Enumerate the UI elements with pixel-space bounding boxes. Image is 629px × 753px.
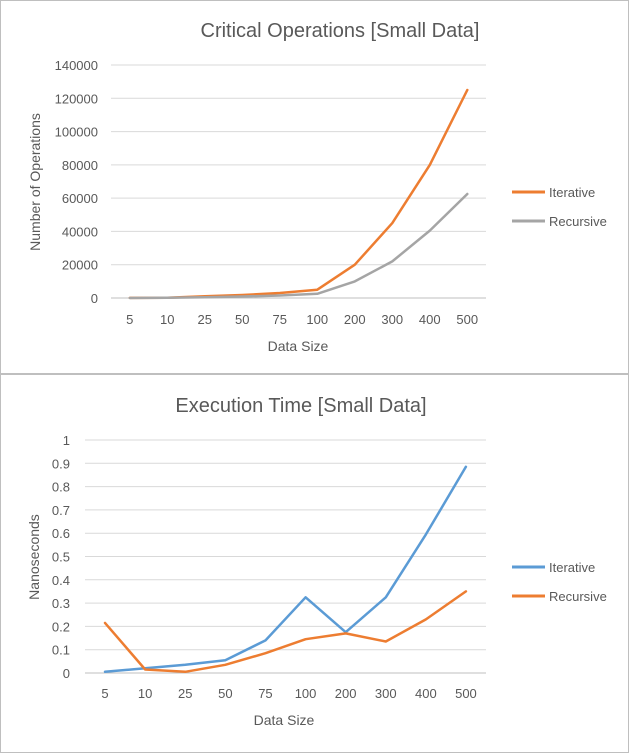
series-line-iterative xyxy=(128,88,469,300)
x-axis-label: Data Size xyxy=(254,712,315,728)
x-tick-label: 5 xyxy=(101,686,108,701)
x-tick-label: 25 xyxy=(178,686,192,701)
y-tick-label: 60000 xyxy=(62,191,98,206)
chart-panel-critical-operations: Critical Operations [Small Data] Data Si… xyxy=(0,0,629,374)
y-tick-label: 140000 xyxy=(55,58,98,73)
y-tick-label: 0 xyxy=(63,666,70,681)
legend: Iterative Recursive xyxy=(512,185,607,229)
y-tick-label: 0.9 xyxy=(52,456,70,471)
x-tick-label: 200 xyxy=(335,686,357,701)
gridlines xyxy=(85,439,486,674)
y-tick-label: 0.3 xyxy=(52,596,70,611)
y-axis-label: Number of Operations xyxy=(27,113,43,251)
y-tick-label: 20000 xyxy=(62,258,98,273)
x-tick-label: 50 xyxy=(218,686,232,701)
legend-label: Recursive xyxy=(549,214,607,229)
y-tick-label: 0.4 xyxy=(52,573,70,588)
y-tick-labels: 0 0.1 0.2 0.3 0.4 0.5 0.6 0.7 0.8 0.9 1 xyxy=(52,433,70,681)
series-lines xyxy=(128,88,469,300)
y-tick-label: 1 xyxy=(63,433,70,448)
legend-label: Iterative xyxy=(549,185,595,200)
y-tick-label: 0.5 xyxy=(52,550,70,565)
x-tick-label: 400 xyxy=(415,686,437,701)
legend-label: Recursive xyxy=(549,589,607,604)
y-tick-label: 100000 xyxy=(55,125,98,140)
x-tick-label: 10 xyxy=(160,312,174,327)
chart-execution-time: Execution Time [Small Data] Data Size Na… xyxy=(26,395,607,728)
y-tick-label: 0.2 xyxy=(52,619,70,634)
x-tick-label: 25 xyxy=(198,312,212,327)
y-tick-labels: 0 20000 40000 60000 80000 100000 120000 140000 xyxy=(55,58,98,306)
x-tick-label: 5 xyxy=(126,312,133,327)
x-tick-label: 200 xyxy=(344,312,366,327)
y-tick-label: 0.6 xyxy=(52,526,70,541)
series-line-recursive xyxy=(128,192,469,300)
series-lines xyxy=(103,465,468,674)
y-tick-label: 80000 xyxy=(62,158,98,173)
series-line-recursive xyxy=(103,590,468,674)
y-axis-label: Nanoseconds xyxy=(26,514,42,600)
x-tick-labels: 5 10 25 50 75 100 200 300 400 500 xyxy=(126,312,478,327)
x-tick-label: 300 xyxy=(375,686,397,701)
y-tick-label: 0.8 xyxy=(52,480,70,495)
x-tick-label: 400 xyxy=(419,312,441,327)
x-tick-label: 75 xyxy=(258,686,272,701)
legend-label: Iterative xyxy=(549,560,595,575)
y-tick-label: 40000 xyxy=(62,224,98,239)
y-tick-label: 0.1 xyxy=(52,643,70,658)
y-tick-label: 0.7 xyxy=(52,503,70,518)
x-axis-label: Data Size xyxy=(268,338,329,354)
x-tick-label: 10 xyxy=(138,686,152,701)
legend: Iterative Recursive xyxy=(512,560,607,604)
series-line-iterative xyxy=(103,465,468,674)
x-tick-labels: 5 10 25 50 75 100 200 300 400 500 xyxy=(101,686,476,701)
chart-title: Execution Time [Small Data] xyxy=(175,395,426,417)
x-tick-label: 100 xyxy=(295,686,317,701)
x-tick-label: 50 xyxy=(235,312,249,327)
x-tick-label: 75 xyxy=(273,312,287,327)
chart-critical-operations: Critical Operations [Small Data] Data Si… xyxy=(27,20,607,354)
chart-panel-execution-time: Execution Time [Small Data] Data Size Na… xyxy=(0,374,629,753)
x-tick-label: 500 xyxy=(455,686,477,701)
gridlines xyxy=(111,64,486,299)
x-tick-label: 100 xyxy=(306,312,328,327)
x-tick-label: 500 xyxy=(456,312,478,327)
chart-title: Critical Operations [Small Data] xyxy=(201,20,480,42)
y-tick-label: 120000 xyxy=(55,91,98,106)
x-tick-label: 300 xyxy=(381,312,403,327)
y-tick-label: 0 xyxy=(91,291,98,306)
